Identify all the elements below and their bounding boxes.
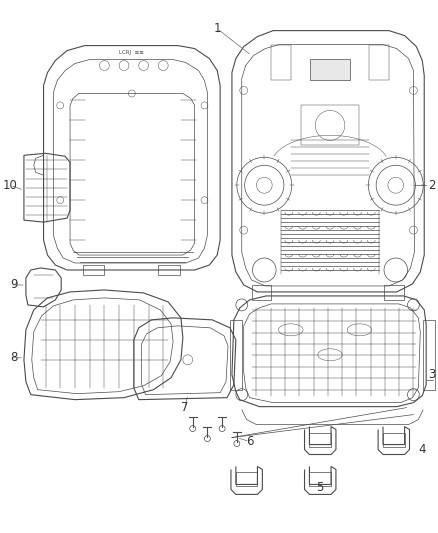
Text: 3: 3 — [428, 368, 435, 381]
Text: 7: 7 — [181, 401, 189, 414]
Text: 5: 5 — [317, 481, 324, 494]
Text: 6: 6 — [246, 435, 253, 448]
Text: 10: 10 — [3, 179, 18, 192]
Text: 2: 2 — [428, 179, 436, 192]
Text: 9: 9 — [11, 278, 18, 292]
Polygon shape — [311, 59, 350, 80]
Text: 8: 8 — [11, 351, 18, 364]
Text: 1: 1 — [213, 22, 221, 35]
Text: 4: 4 — [418, 443, 426, 456]
Text: LCRJ  ≡≡: LCRJ ≡≡ — [120, 50, 144, 55]
